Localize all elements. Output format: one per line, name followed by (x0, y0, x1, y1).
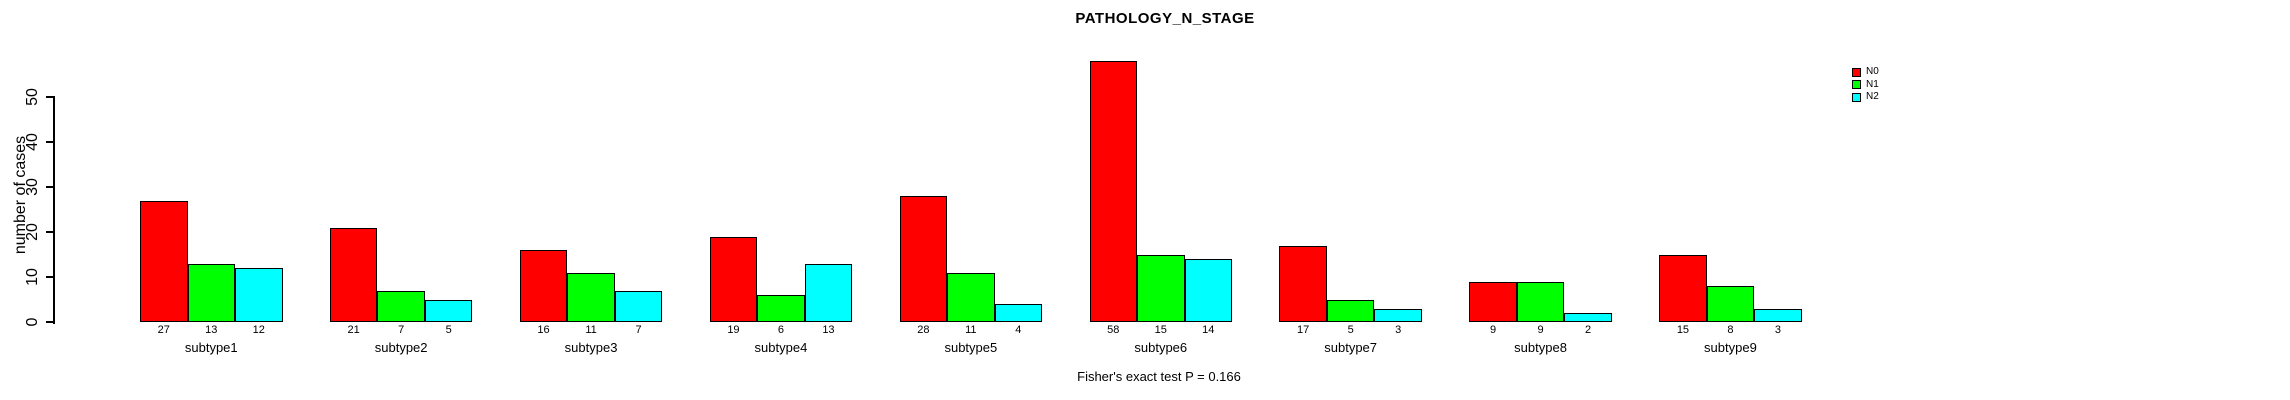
bar-value-label: 13 (822, 324, 835, 336)
bar-value-label: 7 (635, 324, 642, 336)
bar-n0-subtype9 (1659, 254, 1707, 322)
y-tick-label: 10 (24, 268, 41, 286)
legend-label: N0 (1866, 66, 1879, 78)
bar-n0-subtype6 (1089, 61, 1137, 322)
category-label-subtype4: subtype4 (754, 340, 808, 355)
bar-value-label: 7 (398, 324, 405, 336)
bar-value-label: 14 (1202, 324, 1215, 336)
bar-n0-subtype4 (709, 236, 758, 322)
legend: N0 N1 N2 (1852, 66, 1879, 104)
legend-row: N1 (1852, 79, 1879, 92)
bar-n0-subtype2 (329, 227, 378, 322)
bar-n2-subtype7 (1374, 308, 1422, 322)
bar-value-label: 27 (157, 324, 170, 336)
bar-value-label: 5 (445, 324, 452, 336)
bar-n2-subtype4 (804, 263, 853, 322)
bar-value-label: 11 (585, 324, 597, 336)
y-tick (46, 321, 54, 323)
category-label-subtype5: subtype5 (944, 340, 998, 355)
bar-n1-subtype4 (757, 295, 805, 322)
bar-n0-subtype8 (1469, 281, 1517, 322)
category-label-subtype1: subtype1 (184, 340, 238, 355)
bar-n0-subtype5 (899, 196, 948, 322)
legend-swatch-n0 (1852, 67, 1861, 77)
bar-n1-subtype2 (377, 290, 425, 322)
bar-n1-subtype6 (1137, 254, 1185, 322)
bar-n1-subtype7 (1326, 299, 1375, 322)
bar-n0-subtype3 (519, 250, 568, 322)
category-label-subtype9: subtype9 (1704, 340, 1757, 355)
y-tick-label: 50 (24, 88, 41, 106)
bar-value-label: 3 (1774, 324, 1781, 336)
bar-n2-subtype3 (614, 290, 663, 322)
bar-value-label: 58 (1107, 324, 1120, 336)
y-tick-label: 30 (24, 178, 41, 196)
y-tick (46, 186, 54, 188)
legend-swatch-n1 (1852, 80, 1861, 90)
legend-row: N0 (1852, 66, 1879, 79)
legend-swatch-n2 (1852, 92, 1861, 102)
bar-value-label: 28 (917, 324, 930, 336)
bar-n2-subtype1 (235, 268, 283, 322)
y-axis-line (53, 96, 55, 324)
category-label-subtype3: subtype3 (564, 340, 618, 355)
y-tick-label: 20 (24, 223, 41, 241)
bar-n1-subtype3 (567, 272, 615, 322)
bar-n2-subtype2 (424, 299, 473, 322)
bar-n0-subtype7 (1279, 245, 1327, 322)
y-tick (46, 276, 54, 278)
bar-value-label: 3 (1395, 324, 1402, 336)
bar-value-label: 19 (727, 324, 740, 336)
category-label-subtype6: subtype6 (1134, 340, 1188, 355)
y-tick (46, 141, 54, 143)
bar-n2-subtype8 (1564, 313, 1612, 322)
bar-value-label: 2 (1584, 324, 1592, 336)
legend-label: N1 (1866, 78, 1879, 90)
bar-value-label: 11 (965, 324, 977, 336)
bar-value-label: 4 (1015, 324, 1022, 336)
bar-n2-subtype9 (1754, 308, 1802, 322)
category-label-subtype2: subtype2 (374, 340, 428, 355)
bar-value-label: 5 (1347, 324, 1354, 336)
chart-title: PATHOLOGY_N_STAGE (1075, 10, 1255, 27)
bar-value-label: 21 (347, 324, 360, 336)
bar-value-label: 16 (537, 324, 550, 336)
y-tick-label: 0 (24, 317, 41, 327)
y-tick (46, 96, 54, 98)
y-tick-label: 40 (24, 133, 41, 151)
bar-value-label: 8 (1727, 324, 1734, 336)
bar-n1-subtype5 (947, 272, 995, 322)
bar-value-label: 9 (1489, 324, 1497, 336)
bar-value-label: 12 (252, 324, 265, 336)
bar-n0-subtype1 (140, 200, 188, 322)
bar-value-label: 15 (1154, 324, 1167, 336)
bar-n1-subtype1 (187, 263, 235, 322)
bar-n2-subtype6 (1184, 259, 1232, 322)
y-tick (46, 231, 54, 233)
bar-value-label: 13 (205, 324, 218, 336)
bar-value-label: 15 (1676, 324, 1690, 336)
legend-row: N2 (1852, 91, 1879, 104)
category-label-subtype7: subtype7 (1324, 340, 1378, 355)
stat-annotation: Fisher's exact test P = 0.166 (1077, 369, 1241, 384)
bar-n2-subtype5 (994, 304, 1043, 322)
bar-n1-subtype9 (1706, 286, 1755, 322)
category-label-subtype8: subtype8 (1514, 340, 1567, 355)
bar-value-label: 17 (1297, 324, 1310, 336)
bar-n1-subtype8 (1516, 281, 1565, 322)
legend-label: N2 (1866, 91, 1879, 103)
bar-value-label: 9 (1537, 324, 1544, 336)
bar-value-label: 6 (777, 324, 784, 336)
